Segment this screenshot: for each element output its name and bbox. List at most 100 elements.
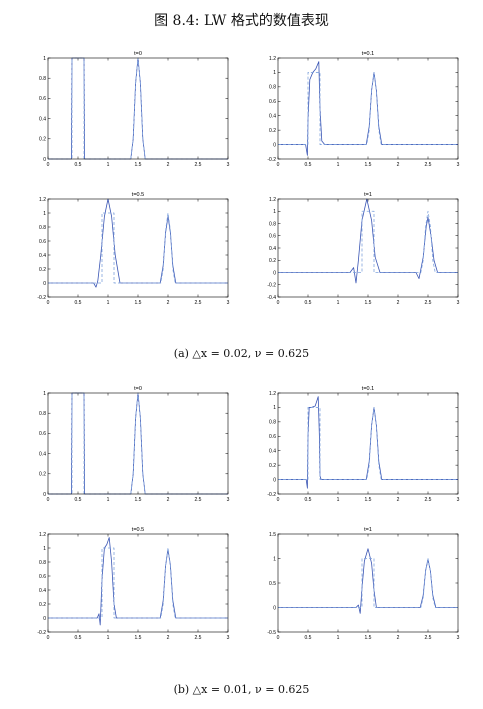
y-tick-label: 0: [273, 477, 276, 483]
x-tick-label: 1: [337, 635, 340, 641]
x-tick-label: 2: [167, 635, 170, 641]
y-tick-label: 0.8: [39, 76, 46, 82]
plot-b-t1: t=10 0.5 1 1.5 2 2.5 3-0.500.511.5: [267, 527, 459, 641]
x-tick-label: 0: [47, 162, 50, 168]
exact-solution-line: [278, 407, 458, 480]
plot-title: t=0.1: [362, 386, 374, 392]
x-tick-label: 2: [167, 162, 170, 168]
x-tick-label: 3: [457, 162, 460, 168]
y-tick-label: 0.2: [269, 463, 276, 469]
x-tick-label: 1: [337, 162, 340, 168]
y-tick-label: 0.6: [39, 239, 46, 245]
plot-a-t0: t=0 0 0.5 1 1.5 2 2.5 3 0 0.2 0.4 0.6 0.8 1: [39, 51, 230, 168]
y-tick-label: 0.6: [39, 574, 46, 580]
y-tick-label: 1: [273, 556, 276, 562]
x-tick-label: 2.5: [195, 497, 202, 503]
y-tick-label: 1.2: [269, 197, 276, 203]
y-tick-label: 1: [273, 70, 276, 76]
x-tick-label: 0.5: [305, 300, 312, 306]
caption-b: (b) △x = 0.01, ν = 0.625: [173, 683, 310, 696]
x-tick-label: 2: [397, 162, 400, 168]
x-tick-label: 2.5: [195, 162, 202, 168]
y-tick-label: 0: [273, 270, 276, 276]
y-tick-label: 0.4: [39, 588, 46, 594]
y-tick-label: 0.6: [39, 96, 46, 102]
numerical-solution-line: [48, 537, 228, 626]
plot-frame: [277, 533, 459, 633]
x-tick-label: 3: [457, 635, 460, 641]
x-tick-label: 2: [397, 300, 400, 306]
exact-solution-line: [48, 57, 228, 160]
y-tick-label: 0.4: [269, 114, 276, 120]
y-tick-label: 0.2: [39, 602, 46, 608]
y-tick-label: 0: [43, 616, 46, 622]
figure-title: 图 8.4: LW 格式的数值表现: [154, 13, 329, 29]
x-tick-label: 1: [107, 300, 110, 306]
x-tick-label: 2.5: [425, 497, 432, 503]
y-tick-label: 0.4: [39, 253, 46, 259]
x-tick-label: 0: [47, 635, 50, 641]
plot-title: t=0.5: [132, 527, 144, 533]
exact-solution-line: [278, 558, 458, 608]
plot-frame: [47, 533, 229, 633]
plot-title: t=1: [364, 192, 372, 198]
plot-frame: [47, 392, 229, 495]
y-tick-label: 0.5: [269, 581, 276, 587]
plot-title: t=1: [364, 527, 372, 533]
plot-title: t=0: [134, 386, 142, 392]
plot-title: t=0.5: [132, 192, 144, 198]
x-tick-label: 0.5: [75, 300, 82, 306]
y-tick-label: 1.2: [39, 532, 46, 538]
x-tick-label: 1.5: [365, 162, 372, 168]
y-tick-label: 0.6: [269, 234, 276, 240]
y-tick-label: 0.8: [269, 221, 276, 227]
x-tick-label: 0: [277, 162, 280, 168]
x-tick-label: 0.5: [75, 497, 82, 503]
x-tick-label: 3: [227, 162, 230, 168]
x-tick-label: 3: [457, 300, 460, 306]
y-tick-label: 0.4: [39, 451, 46, 457]
plot-frame: [47, 57, 229, 160]
exact-solution-line: [48, 547, 228, 619]
x-tick-label: 1.5: [135, 300, 142, 306]
x-tick-label: 1.5: [365, 300, 372, 306]
plot-a-t1: t=1 0 0.5 1 1.5 2 2.5 3 -0.4 -0.2 0 0.2 0.4 0.6 0.8 1 1.…: [267, 192, 459, 306]
y-tick-label: 0: [273, 142, 276, 148]
y-tick-label: 0.2: [39, 267, 46, 273]
y-tick-label: 0.6: [269, 434, 276, 440]
plot-a-t0.1: t=0.10 0.5 1 1.5 2 2.5 3-0.200.20.40.60.811.2: [267, 51, 459, 168]
plot-frame: [277, 392, 459, 495]
numerical-solution-line: [48, 392, 228, 495]
y-tick-label: -0.5: [267, 630, 276, 636]
x-tick-label: 0.5: [305, 162, 312, 168]
y-tick-label: 0.8: [39, 225, 46, 231]
numerical-solution-line: [48, 198, 228, 288]
x-tick-label: 3: [457, 497, 460, 503]
x-tick-label: 0: [47, 300, 50, 306]
y-tick-label: 0.4: [39, 116, 46, 122]
plot-title: t=0: [134, 51, 142, 57]
y-tick-label: 0: [43, 157, 46, 163]
numerical-solution-line: [278, 396, 458, 489]
x-tick-label: 2.5: [195, 300, 202, 306]
x-tick-label: 3: [227, 635, 230, 641]
plot-b-t0: t=0 0 0.5 1 1.5 2 2.5 3 0 0.2 0.4 0.6 0.8 1: [39, 386, 230, 503]
y-tick-label: 0.2: [39, 472, 46, 478]
x-tick-label: 1.5: [365, 635, 372, 641]
y-tick-label: 1: [43, 546, 46, 552]
y-tick-label: 1.2: [39, 197, 46, 203]
y-tick-label: 0.2: [39, 137, 46, 143]
numerical-solution-line: [278, 548, 458, 614]
y-tick-label: 0: [43, 492, 46, 498]
plot-title: t=0.1: [362, 51, 374, 57]
plot-a-t0.5: t=0.50 0.5 1 1.5 2 2.5 3-0.200.20.40.60.811.2: [37, 192, 229, 306]
plot-frame: [277, 57, 459, 160]
exact-solution-line: [278, 72, 458, 145]
plot-frame: [277, 198, 459, 298]
x-tick-label: 1.5: [135, 162, 142, 168]
numerical-solution-line: [278, 61, 458, 156]
y-tick-label: 0.6: [39, 431, 46, 437]
exact-solution-line: [48, 212, 228, 284]
y-tick-label: 1: [273, 405, 276, 411]
x-tick-label: 0.5: [305, 635, 312, 641]
